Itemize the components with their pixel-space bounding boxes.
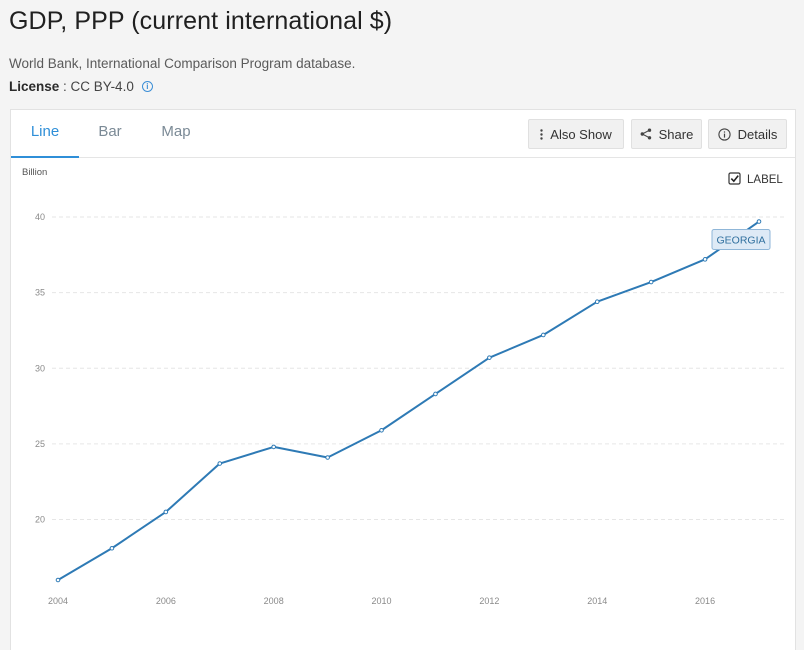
data-point [325, 455, 330, 460]
x-tick-label: 2014 [587, 596, 607, 606]
tab-map[interactable]: Map [161, 123, 191, 140]
data-point [163, 509, 169, 515]
share-label: Share [658, 126, 694, 142]
data-point [702, 257, 708, 262]
data-point [756, 219, 762, 224]
legend-toggle[interactable]: LABEL [728, 172, 783, 186]
data-point [379, 427, 384, 433]
legend-label: LABEL [747, 174, 783, 186]
check-icon [730, 175, 739, 183]
data-point [55, 577, 61, 583]
x-tick-label: 2004 [48, 596, 68, 606]
y-tick-label: 20 [35, 515, 45, 525]
y-tick-label: 40 [35, 212, 45, 222]
tab-line[interactable]: Line [11, 110, 79, 158]
y-tick-label: 30 [35, 363, 45, 373]
data-point [217, 461, 223, 466]
data-point [433, 391, 438, 397]
tab-bar-chart[interactable]: Bar [98, 123, 122, 140]
license-row: License : CC BY-4.0 i [9, 79, 153, 94]
data-point [541, 332, 546, 338]
legend-checkbox[interactable] [728, 172, 741, 185]
data-point [271, 444, 276, 450]
license-value: CC BY-4.0 [70, 79, 134, 94]
x-tick-label: 2012 [479, 596, 499, 606]
y-tick-label: 35 [35, 288, 45, 298]
chart-panel: Line Bar Map Also Show Share [10, 109, 796, 650]
share-button[interactable]: Share [631, 119, 702, 149]
data-point [648, 279, 654, 285]
gridlines [52, 216, 784, 520]
license-label: License [9, 79, 60, 94]
license-separator: : [59, 79, 71, 94]
page-title: GDP, PPP (current international $) [9, 7, 393, 35]
share-icon [640, 128, 651, 140]
source-text: World Bank, International Comparison Pro… [9, 56, 356, 71]
info-circle-icon [717, 127, 731, 141]
data-point [109, 545, 115, 551]
x-axis-ticks: 2004 2006 2008 2010 2012 2014 2016 [48, 596, 715, 606]
x-tick-label: 2010 [372, 596, 392, 606]
x-tick-label: 2016 [695, 596, 715, 606]
info-icon[interactable]: i [141, 81, 153, 92]
x-tick-label: 2006 [156, 596, 176, 606]
data-point [594, 299, 600, 305]
tab-bar: Line Bar Map Also Show Share [11, 110, 795, 158]
y-axis-ticks: 20 25 30 35 40 [35, 212, 45, 525]
details-label: Details [737, 126, 778, 142]
more-vertical-icon [540, 128, 543, 140]
also-show-label: Also Show [550, 126, 612, 142]
y-tick-label: 25 [35, 439, 45, 449]
series-group: GEORGIA [55, 219, 771, 583]
also-show-button[interactable]: Also Show [528, 119, 624, 149]
data-point [487, 355, 492, 360]
x-tick-label: 2008 [264, 596, 284, 606]
series-tag-label: GEORGIA [716, 235, 765, 247]
y-unit-label: Billion [22, 167, 47, 178]
series-tag-box [711, 229, 771, 251]
series-line [57, 220, 760, 581]
details-button[interactable]: Details [708, 119, 787, 149]
